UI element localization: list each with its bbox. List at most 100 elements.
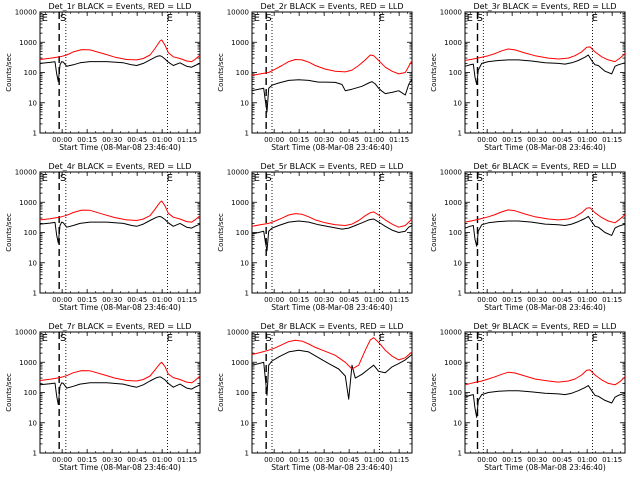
y-tick-label: 1000 [444, 39, 462, 47]
y-axis-label: Counts/sec [5, 213, 13, 252]
y-tick-label: 10 [453, 259, 462, 267]
x-tick-label: 00:15 [502, 296, 522, 304]
x-tick-label: 00:45 [339, 296, 359, 304]
panel-title: Det_3r BLACK = Events, RED = LLD [473, 2, 616, 11]
x-tick-label: 00:45 [339, 136, 359, 144]
x-tick-label: 00:15 [77, 136, 97, 144]
x-tick-label: 00:00 [477, 296, 497, 304]
panel-title: Det_1r BLACK = Events, RED = LLD [48, 2, 191, 11]
x-tick-label: 00:15 [289, 136, 309, 144]
x-tick-label: 00:00 [477, 456, 497, 464]
plot-frame [251, 331, 413, 454]
lld-series-line [251, 211, 413, 228]
marker-label: S [265, 333, 271, 344]
marker-label: E [42, 173, 48, 184]
events-series-line [251, 218, 413, 252]
marker-label: S [60, 333, 66, 344]
x-tick-label: 00:15 [502, 456, 522, 464]
x-tick-label: 00:15 [77, 456, 97, 464]
x-tick-label: 00:15 [502, 136, 522, 144]
marker-label: E [254, 333, 260, 344]
y-tick-label: 10 [28, 99, 37, 107]
detector-panel-7: Det_7r BLACK = Events, RED = LLD 1 10 100 10… [5, 322, 201, 472]
marker-label: E [467, 173, 473, 184]
plot-frame [39, 331, 201, 454]
marker-label: E [42, 13, 48, 24]
x-tick-label: 01:15 [602, 136, 622, 144]
lld-series-line [464, 207, 626, 224]
y-tick-label: 10000 [440, 9, 462, 17]
lld-series-line [251, 337, 413, 370]
marker-label: S [60, 13, 66, 24]
y-tick-label: 10 [28, 419, 37, 427]
x-tick-label: 00:45 [552, 296, 572, 304]
detector-panel-9: Det_9r BLACK = Events, RED = LLD 1 10 100 10… [430, 322, 626, 472]
y-tick-label: 1 [245, 290, 249, 298]
plot-frame [251, 11, 413, 134]
x-tick-label: 01:00 [152, 296, 172, 304]
y-tick-label: 10 [453, 99, 462, 107]
y-tick-label: 10 [240, 419, 249, 427]
panel-title: Det_5r BLACK = Events, RED = LLD [260, 162, 403, 171]
x-tick-label: 00:30 [102, 456, 122, 464]
x-tick-label: 01:15 [177, 136, 197, 144]
x-axis-label: Start Time (08-Mar-08 23:46:40) [271, 143, 393, 152]
x-tick-label: 01:00 [152, 456, 172, 464]
x-axis-label: Start Time (08-Mar-08 23:46:40) [59, 143, 181, 152]
x-axis-label: Start Time (08-Mar-08 23:46:40) [484, 143, 606, 152]
y-tick-label: 10000 [227, 329, 249, 337]
x-tick-label: 00:30 [102, 296, 122, 304]
events-series-line [251, 78, 413, 113]
x-tick-label: 01:00 [152, 136, 172, 144]
y-axis-label: Counts/sec [217, 373, 225, 412]
panel-title: Det_6r BLACK = Events, RED = LLD [473, 162, 616, 171]
lld-series-line [39, 200, 201, 223]
y-tick-label: 1000 [19, 39, 37, 47]
y-tick-label: 10000 [227, 9, 249, 17]
y-tick-label: 1 [458, 450, 462, 458]
y-axis-label: Counts/sec [430, 213, 438, 252]
y-tick-label: 10000 [15, 169, 37, 177]
y-tick-label: 10000 [15, 9, 37, 17]
marker-label: S [477, 333, 483, 344]
y-tick-label: 1 [245, 450, 249, 458]
marker-label: E [592, 333, 598, 344]
y-tick-label: 10 [240, 259, 249, 267]
marker-label: E [254, 173, 260, 184]
x-tick-label: 00:00 [52, 136, 72, 144]
detector-panel-3: Det_3r BLACK = Events, RED = LLD 1 10 100 10… [430, 2, 626, 152]
x-tick-label: 01:15 [389, 456, 409, 464]
lld-series-line [39, 39, 201, 63]
y-tick-label: 1000 [444, 359, 462, 367]
marker-label: E [592, 173, 598, 184]
x-axis-label: Start Time (08-Mar-08 23:46:40) [271, 463, 393, 472]
y-tick-label: 1 [245, 130, 249, 138]
panel-title: Det_9r BLACK = Events, RED = LLD [473, 322, 616, 331]
marker-label: S [265, 173, 271, 184]
y-tick-label: 1 [33, 290, 37, 298]
x-tick-label: 00:30 [527, 136, 547, 144]
y-tick-label: 100 [449, 389, 462, 397]
x-tick-label: 01:15 [602, 296, 622, 304]
y-tick-label: 1000 [231, 199, 249, 207]
y-tick-label: 1000 [19, 199, 37, 207]
marker-label: E [379, 13, 385, 24]
x-tick-label: 00:45 [339, 456, 359, 464]
plot-frame [39, 171, 201, 294]
x-axis-label: Start Time (08-Mar-08 23:46:40) [271, 303, 393, 312]
y-tick-label: 1000 [19, 359, 37, 367]
x-tick-label: 01:15 [389, 136, 409, 144]
y-tick-label: 10000 [440, 329, 462, 337]
panel-title: Det_4r BLACK = Events, RED = LLD [48, 162, 191, 171]
marker-label: E [467, 333, 473, 344]
marker-label: E [167, 173, 173, 184]
events-series-line [39, 376, 201, 405]
lld-series-line [464, 46, 626, 63]
y-axis-label: Counts/sec [5, 373, 13, 412]
y-tick-label: 100 [24, 389, 37, 397]
x-tick-label: 01:00 [364, 456, 384, 464]
x-tick-label: 01:15 [177, 456, 197, 464]
x-tick-label: 01:15 [389, 296, 409, 304]
x-tick-label: 00:30 [527, 456, 547, 464]
